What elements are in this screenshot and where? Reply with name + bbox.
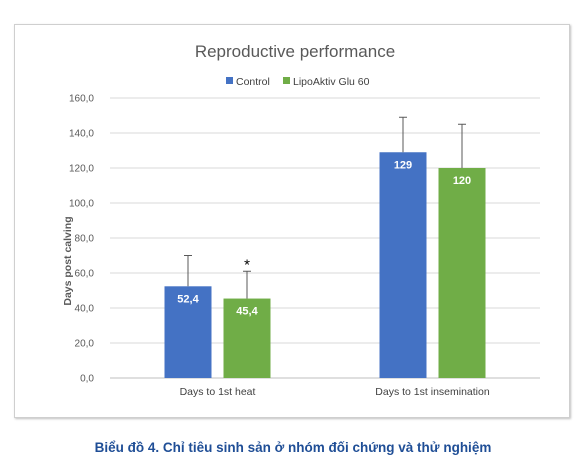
chart-canvas: Reproductive performance Control LipoAkt…	[62, 42, 540, 398]
y-tick-label: 140,0	[69, 129, 94, 140]
bars	[164, 152, 486, 378]
figure-caption: Biểu đồ 4. Chỉ tiêu sinh sản ở nhóm đối …	[94, 440, 492, 455]
legend-swatch-lipoaktiv	[283, 77, 290, 84]
bar	[438, 168, 486, 378]
y-tick-label: 40,0	[75, 304, 95, 315]
category-label-insemination: Days to 1st insemination	[375, 386, 490, 398]
y-axis-ticks: 0,0 20,0 40,0 60,0 80,0 100,0 120,0 140,0 160,0	[69, 94, 94, 385]
y-tick-label: 20,0	[75, 339, 95, 350]
chart-figure: Reproductive performance Control LipoAkt…	[14, 24, 570, 418]
bar	[164, 286, 212, 378]
chart-title: Reproductive performance	[195, 42, 395, 61]
data-label: 52,4	[177, 293, 199, 305]
y-tick-label: 160,0	[69, 94, 94, 105]
legend: Control LipoAktiv Glu 60	[226, 76, 370, 88]
significance-asterisk: *	[244, 256, 250, 273]
data-label: 120	[453, 175, 471, 187]
legend-label-lipoaktiv: LipoAktiv Glu 60	[293, 76, 370, 88]
y-tick-label: 0,0	[80, 374, 94, 385]
bar	[379, 152, 427, 378]
category-label-heat: Days to 1st heat	[180, 386, 256, 398]
y-tick-label: 100,0	[69, 199, 94, 210]
legend-label-control: Control	[236, 76, 270, 88]
bar	[223, 298, 271, 378]
error-bars	[184, 116, 466, 299]
y-tick-label: 120,0	[69, 164, 94, 175]
y-tick-label: 80,0	[75, 234, 95, 245]
y-axis-title: Days post calving	[62, 216, 74, 305]
y-tick-label: 60,0	[75, 269, 95, 280]
data-label: 129	[394, 159, 412, 171]
data-labels: 52,4 45,4 129 120	[177, 159, 471, 317]
legend-swatch-control	[226, 77, 233, 84]
data-label: 45,4	[236, 306, 258, 318]
